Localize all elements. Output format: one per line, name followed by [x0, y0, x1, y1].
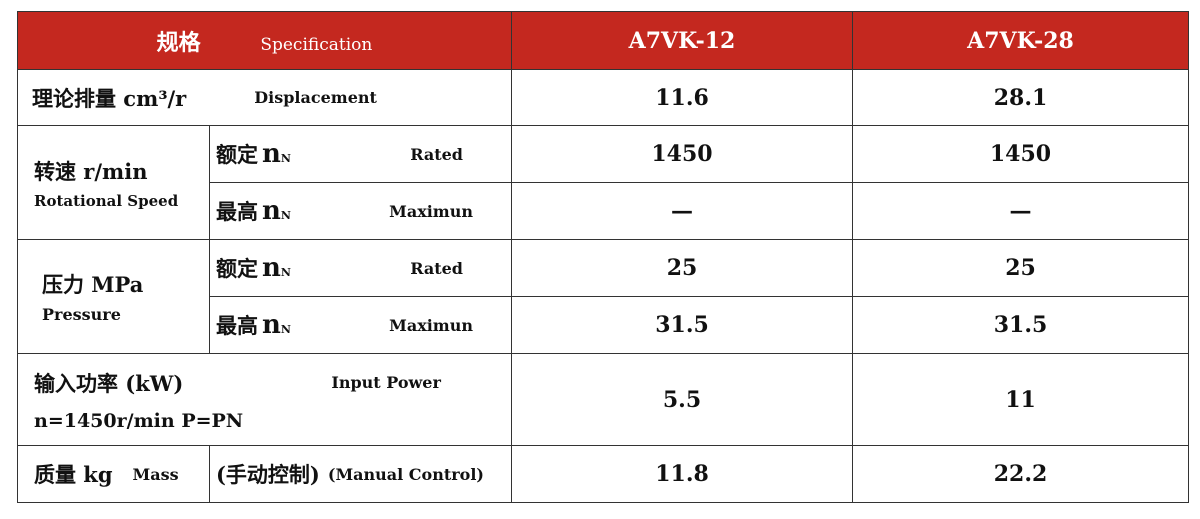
speed-max-value-1: — [511, 182, 853, 240]
displacement-label-en: Displacement [254, 88, 377, 107]
speed-max-label: 最高 nN Maximun [209, 182, 512, 240]
pressure-rated-label: 额定 nN Rated [209, 239, 512, 297]
speed-rated-cn: 额定 [216, 142, 258, 167]
pressure-rated-symbol: n [262, 253, 281, 283]
speed-label-cn: 转速 r/min [34, 158, 148, 184]
pressure-max-symbol: n [262, 310, 281, 340]
pressure-label-en: Pressure [42, 305, 121, 324]
row-speed-rated: 转速 r/min Rotational Speed 额定 nN Rated 14… [17, 125, 1189, 240]
header-model-1: A7VK-12 [511, 11, 853, 70]
mass-label-cn: 质量 kg [34, 462, 113, 487]
pressure-max-value-1: 31.5 [511, 296, 853, 354]
mass-control-en: (Manual Control) [327, 464, 484, 484]
speed-rated-label: 额定 nN Rated [209, 125, 512, 183]
pressure-rated-value-2: 25 [852, 239, 1189, 297]
speed-rated-value-2: 1450 [852, 125, 1189, 183]
power-value-1: 5.5 [511, 353, 853, 446]
pressure-max-cn: 最高 [216, 313, 258, 338]
header-row: 规格 Specification A7VK-12 A7VK-28 [17, 11, 1189, 70]
header-spec: 规格 Specification [17, 11, 512, 70]
row-pressure-rated: 压力 MPa Pressure 额定 nN Rated 25 25 [17, 239, 1189, 354]
displacement-label-cn: 理论排量 cm³/r [32, 85, 187, 111]
pressure-max-value-2: 31.5 [852, 296, 1189, 354]
power-condition: n=1450r/min P=PN [34, 409, 244, 432]
mass-label-en: Mass [132, 464, 179, 484]
pressure-rated-en: Rated [410, 258, 463, 278]
mass-value-2: 22.2 [852, 445, 1189, 503]
pressure-max-en: Maximun [389, 315, 473, 335]
speed-max-en: Maximun [389, 201, 473, 221]
power-value-2: 11 [852, 353, 1189, 446]
speed-label: 转速 r/min Rotational Speed [17, 125, 210, 240]
pressure-max-label: 最高 nN Maximun [209, 296, 512, 354]
speed-rated-symbol: n [262, 139, 281, 169]
specification-table: 规格 Specification A7VK-12 A7VK-28 理论排量 cm… [17, 11, 1189, 503]
row-input-power: 输入功率 (kW) Input Power n=1450r/min P=PN 5… [17, 353, 1189, 446]
power-label-cn: 输入功率 (kW) [34, 370, 184, 396]
displacement-value-1: 11.6 [511, 69, 853, 126]
speed-max-cn: 最高 [216, 199, 258, 224]
header-spec-en: Specification [260, 34, 373, 55]
speed-label-en: Rotational Speed [34, 191, 179, 210]
header-model-2: A7VK-28 [852, 11, 1189, 70]
mass-control: (手动控制) (Manual Control) [209, 445, 512, 503]
speed-max-value-2: — [852, 182, 1189, 240]
power-label-en: Input Power [331, 373, 441, 392]
pressure-rated-value-1: 25 [511, 239, 853, 297]
row-displacement: 理论排量 cm³/r Displacement 11.6 28.1 [17, 69, 1189, 126]
row-speed-max: 最高 nN Maximun — — [18, 182, 1189, 240]
power-label: 输入功率 (kW) Input Power n=1450r/min P=PN [17, 353, 512, 446]
speed-max-symbol: n [262, 196, 281, 226]
row-pressure-max: 最高 nN Maximun 31.5 31.5 [18, 296, 1189, 354]
row-mass: 质量 kg Mass (手动控制) (Manual Control) 11.8 … [17, 445, 1189, 503]
speed-rated-subscript: N [280, 152, 291, 165]
pressure-rated-subscript: N [280, 266, 291, 279]
displacement-value-2: 28.1 [852, 69, 1189, 126]
speed-max-subscript: N [280, 209, 291, 222]
speed-rated-en: Rated [410, 144, 463, 164]
pressure-rated-cn: 额定 [216, 256, 258, 281]
mass-control-cn: (手动控制) [216, 462, 320, 487]
speed-rated-value-1: 1450 [511, 125, 853, 183]
mass-value-1: 11.8 [511, 445, 853, 503]
pressure-label-cn: 压力 MPa [42, 272, 144, 297]
mass-label: 质量 kg Mass [17, 445, 210, 503]
displacement-label: 理论排量 cm³/r Displacement [17, 69, 512, 126]
pressure-max-subscript: N [280, 323, 291, 336]
header-spec-cn: 规格 [156, 29, 201, 56]
pressure-label: 压力 MPa Pressure [17, 239, 210, 354]
